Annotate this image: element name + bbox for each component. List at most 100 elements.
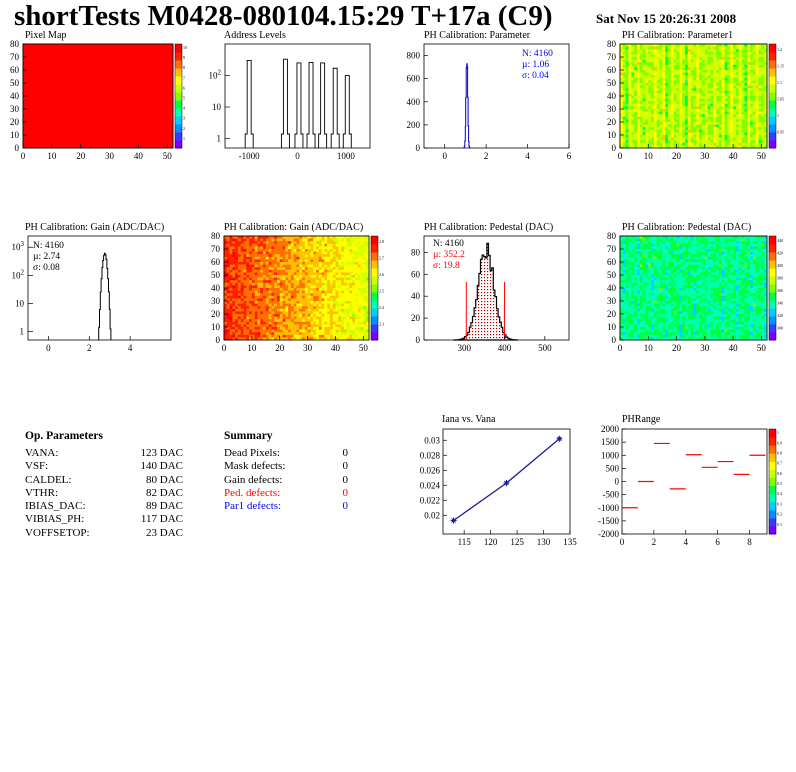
- heatmap-cell: [232, 275, 236, 278]
- heatmap-cell: [226, 285, 230, 289]
- heatmap-cell: [701, 145, 706, 149]
- heatmap-cell: [634, 54, 638, 58]
- heatmap-cell: [327, 241, 331, 245]
- heatmap-cell: [271, 259, 275, 263]
- heatmap-cell: [648, 256, 652, 260]
- heatmap-cell: [724, 83, 728, 86]
- heatmap-cell: [622, 301, 626, 304]
- heatmap-cell: [282, 269, 286, 273]
- heatmap-cell: [622, 321, 626, 325]
- heatmap-cell: [651, 109, 655, 112]
- heatmap-cell: [622, 129, 626, 133]
- heatmap-cell: [625, 282, 629, 286]
- heatmap-cell: [648, 106, 652, 110]
- heatmap-cell: [645, 140, 649, 144]
- heatmap-cell: [645, 236, 649, 239]
- heatmap-cell: [293, 334, 297, 338]
- heatmap-cell: [263, 332, 267, 336]
- heatmap-cell: [628, 298, 632, 302]
- heatmap-cell: [636, 272, 641, 276]
- heatmap-cell: [761, 85, 765, 89]
- heatmap-cell: [733, 51, 737, 55]
- heatmap-cell: [735, 124, 740, 128]
- heatmap-cell: [257, 334, 261, 338]
- heatmap-cell: [682, 96, 686, 99]
- heatmap-cell: [251, 262, 255, 265]
- heatmap-cell: [276, 251, 281, 255]
- heatmap-cell: [693, 116, 697, 120]
- heatmap-cell: [360, 321, 364, 325]
- heatmap-cell: [352, 251, 356, 255]
- heatmap-cell: [687, 67, 691, 71]
- x-tick-label: 20: [76, 151, 86, 161]
- heatmap-cell: [335, 256, 339, 260]
- heatmap-cell: [363, 238, 367, 242]
- heatmap-cell: [733, 88, 737, 92]
- heatmap-cell: [659, 83, 663, 86]
- heatmap-cell: [676, 67, 680, 71]
- heatmap-cell: [251, 251, 255, 255]
- heatmap-cell: [341, 311, 345, 315]
- heatmap-cell: [668, 124, 672, 128]
- heatmap-cell: [357, 243, 361, 247]
- heatmap-cell: [352, 259, 356, 263]
- heatmap-cell: [304, 243, 308, 247]
- heatmap-cell: [668, 116, 672, 120]
- heatmap-cell: [631, 282, 635, 286]
- heatmap-cell: [735, 114, 740, 118]
- heatmap-cell: [631, 64, 635, 68]
- heatmap-cell: [260, 269, 264, 273]
- heatmap-cell: [690, 67, 694, 71]
- heatmap-cell: [349, 334, 353, 338]
- heatmap-cell: [755, 124, 759, 128]
- heatmap-cell: [279, 246, 283, 250]
- heatmap-cell: [302, 321, 306, 325]
- heatmap-cell: [288, 236, 292, 239]
- heatmap-cell: [679, 64, 683, 68]
- heatmap-cell: [321, 303, 325, 307]
- heatmap-cell: [727, 103, 731, 107]
- heatmap-cell: [713, 46, 717, 50]
- heatmap-cell: [235, 314, 239, 317]
- heatmap-cell: [761, 127, 765, 131]
- heatmap-cell: [631, 77, 635, 81]
- heatmap-cell: [240, 269, 244, 273]
- heatmap-cell: [659, 142, 663, 146]
- heatmap-cell: [651, 259, 655, 263]
- y-tick-label: 400: [407, 97, 421, 107]
- heatmap-cell: [625, 137, 629, 141]
- heatmap-cell: [636, 267, 641, 271]
- heatmap-cell: [310, 262, 314, 265]
- heatmap-cell: [687, 137, 691, 141]
- heatmap-cell: [631, 70, 635, 73]
- heatmap-cell: [707, 67, 711, 71]
- heatmap-cell: [268, 288, 272, 291]
- heatmap-cell: [642, 85, 646, 89]
- heatmap-cell: [693, 70, 697, 73]
- heatmap-cell: [693, 44, 697, 47]
- heatmap-cell: [268, 321, 272, 325]
- heatmap-cell: [343, 295, 347, 299]
- heatmap-cell: [343, 288, 347, 291]
- heatmap-cell: [271, 314, 275, 317]
- heatmap-cell: [755, 90, 759, 94]
- heatmap-cell: [625, 142, 629, 146]
- heatmap-cell: [673, 80, 677, 84]
- heatmap-cell: [645, 327, 649, 330]
- heatmap-cell: [628, 272, 632, 276]
- heatmap-cell: [352, 256, 356, 260]
- heatmap-cell: [738, 135, 742, 138]
- heatmap-cell: [224, 254, 228, 258]
- heatmap-cell: [293, 306, 297, 310]
- heatmap-cell: [755, 119, 759, 123]
- heatmap-cell: [730, 93, 734, 97]
- heatmap-cell: [741, 114, 745, 118]
- heatmap-cell: [718, 93, 723, 97]
- heatmap-cell: [685, 142, 689, 146]
- heatmap-cell: [755, 49, 759, 53]
- heatmap-cell: [327, 293, 331, 297]
- heatmap-cell: [237, 329, 242, 333]
- heatmap-cell: [341, 316, 345, 320]
- heatmap-cell: [679, 101, 683, 105]
- colorbar-label: 1.1: [777, 80, 782, 85]
